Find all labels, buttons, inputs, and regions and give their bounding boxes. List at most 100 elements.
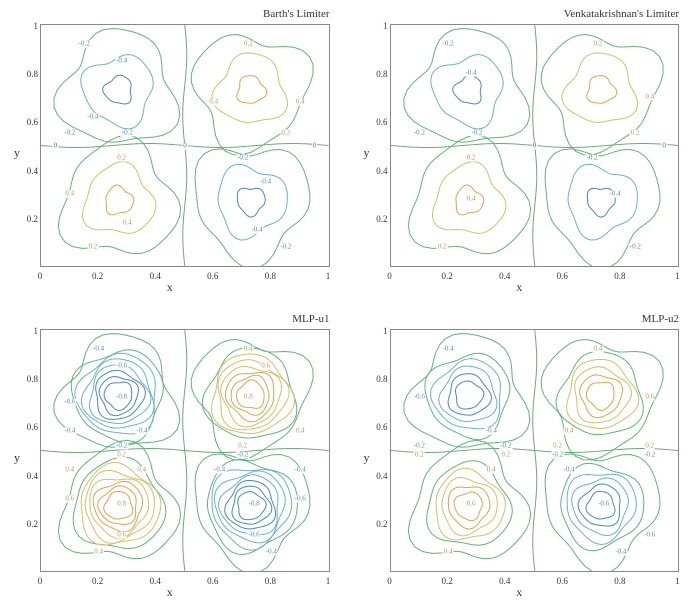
xtick: 0.6 bbox=[207, 271, 218, 281]
plot-area-venkat: -0.2-0.4-0.2-0.20.20.40.2000.20.40.2-0.2… bbox=[390, 24, 680, 267]
contour-label: 0.4 bbox=[295, 99, 306, 106]
contour-label: -0.2 bbox=[499, 442, 512, 449]
contour-label: 0 bbox=[182, 142, 188, 149]
contour-label: -0.4 bbox=[115, 58, 128, 65]
contour-label: -0.4 bbox=[86, 113, 99, 120]
ytick: 0.4 bbox=[372, 471, 388, 481]
xtick: 0.2 bbox=[92, 271, 103, 281]
panel-title: MLP-u1 bbox=[292, 313, 329, 325]
contour-label: -0.2 bbox=[236, 452, 249, 459]
contour-label: -0.8 bbox=[115, 394, 128, 401]
ylabel: y bbox=[364, 450, 370, 465]
panel-title: Venkatakrishnan's Limiter bbox=[564, 8, 679, 20]
xtick: 0.6 bbox=[207, 576, 218, 586]
contour-label: -0.6 bbox=[248, 531, 261, 538]
xtick: 1 bbox=[675, 271, 680, 281]
ytick: 0.6 bbox=[372, 117, 388, 127]
ytick: 0.6 bbox=[22, 422, 38, 432]
contour-label: 0.4 bbox=[592, 346, 603, 353]
contour-label: -0.2 bbox=[78, 41, 91, 48]
ylabel: y bbox=[14, 145, 20, 160]
contour-label: -0.2 bbox=[470, 130, 483, 137]
contour-label: 0.4 bbox=[295, 428, 306, 435]
xlabel: x bbox=[516, 280, 522, 295]
contour-label: 0.6 bbox=[260, 363, 271, 370]
contour-label: 0.4 bbox=[136, 466, 147, 473]
contour-label: -0.4 bbox=[265, 548, 278, 555]
contour-label: 0.2 bbox=[116, 452, 127, 459]
contour-label: 0.6 bbox=[116, 531, 127, 538]
xlabel: x bbox=[167, 585, 173, 600]
contour-label: -0.6 bbox=[597, 500, 610, 507]
contour-label: -0.2 bbox=[63, 130, 76, 137]
contour-label: -0.4 bbox=[250, 226, 263, 233]
contour-label: -0.2 bbox=[236, 154, 249, 161]
xtick: 0.6 bbox=[557, 271, 568, 281]
contour-grid: Barth's Limiter y x -0.2-0.4-0.4-0.2-0.2… bbox=[10, 10, 679, 600]
xtick: 0.4 bbox=[499, 576, 510, 586]
xtick: 1 bbox=[675, 576, 680, 586]
contour-label: -0.2 bbox=[586, 154, 599, 161]
ytick: 1 bbox=[372, 326, 388, 336]
contour-label: 0.4 bbox=[122, 219, 133, 226]
ytick: 0.8 bbox=[22, 69, 38, 79]
ytick: 0.8 bbox=[372, 374, 388, 384]
contour-label: 0.2 bbox=[116, 154, 127, 161]
ytick: 0.4 bbox=[372, 166, 388, 176]
contour-label: -0.6 bbox=[413, 394, 426, 401]
contour-label: -0.2 bbox=[115, 442, 128, 449]
contour-label: 0 bbox=[312, 142, 318, 149]
xtick: 0 bbox=[38, 271, 43, 281]
xtick: 0.8 bbox=[265, 271, 276, 281]
contour-label: 0.2 bbox=[237, 442, 248, 449]
contour-label: -0.4 bbox=[92, 346, 105, 353]
contour-label: 0.6 bbox=[644, 394, 655, 401]
contour-label: 0.4 bbox=[243, 346, 254, 353]
contour-label: 0.4 bbox=[64, 466, 75, 473]
xtick: 0.2 bbox=[441, 271, 452, 281]
contour-label: 0.8 bbox=[243, 394, 254, 401]
contour-label: -0.2 bbox=[279, 243, 292, 250]
contour-label: -0.2 bbox=[629, 243, 642, 250]
contour-label: 0.2 bbox=[644, 442, 655, 449]
contour-label: 0.4 bbox=[443, 548, 454, 555]
xtick: 0 bbox=[38, 576, 43, 586]
plot-area-mlpu1: -0.4 -0.6 -0.8 -0.6 -0.4 -0.4 -0.2 0.4 0.6 0.8 0.4… bbox=[40, 329, 330, 572]
contour-label: 0.4 bbox=[64, 190, 75, 197]
ytick: 1 bbox=[22, 326, 38, 336]
contour-svg bbox=[391, 330, 679, 571]
contour-label: -0.4 bbox=[294, 466, 307, 473]
contour-svg bbox=[41, 330, 329, 571]
contour-label: -0.6 bbox=[63, 399, 76, 406]
contour-label: -0.4 bbox=[465, 70, 478, 77]
contour-label: 0.2 bbox=[466, 154, 477, 161]
contour-label: -0.2 bbox=[413, 130, 426, 137]
ytick: 0.4 bbox=[22, 471, 38, 481]
contour-label: 0.2 bbox=[630, 130, 641, 137]
contour-label: 0.2 bbox=[280, 130, 291, 137]
ytick: 0.8 bbox=[372, 69, 388, 79]
ytick: 0.2 bbox=[22, 519, 38, 529]
ytick: 0.4 bbox=[22, 166, 38, 176]
ytick: 0.6 bbox=[372, 422, 388, 432]
contour-label: -0.2 bbox=[121, 130, 134, 137]
contour-label: 0.4 bbox=[644, 94, 655, 101]
contour-label: 0 bbox=[532, 142, 538, 149]
panel-venkat: Venkatakrishnan's Limiter y x -0.2-0.4-0… bbox=[360, 10, 680, 295]
ytick: 0.2 bbox=[372, 214, 388, 224]
contour-label: -0.4 bbox=[259, 178, 272, 185]
contour-label: 0.4 bbox=[564, 428, 575, 435]
contour-label: 0.2 bbox=[87, 243, 98, 250]
contour-label: 0.2 bbox=[437, 243, 448, 250]
contour-label: 0 bbox=[661, 142, 667, 149]
xtick: 1 bbox=[326, 576, 331, 586]
xtick: 0.4 bbox=[150, 576, 161, 586]
contour-label: 0.6 bbox=[466, 500, 477, 507]
contour-label: -0.4 bbox=[135, 428, 148, 435]
contour-label: -0.2 bbox=[442, 41, 455, 48]
contour-label: -0.4 bbox=[485, 428, 498, 435]
ytick: 0.6 bbox=[22, 117, 38, 127]
contour-label: -0.4 bbox=[63, 428, 76, 435]
panel-mlpu2: MLP-u2 y x -0.4-0.6-0.4-0.2-0.20.40.60.4… bbox=[360, 315, 680, 600]
contour-label: 0.6 bbox=[64, 495, 75, 502]
